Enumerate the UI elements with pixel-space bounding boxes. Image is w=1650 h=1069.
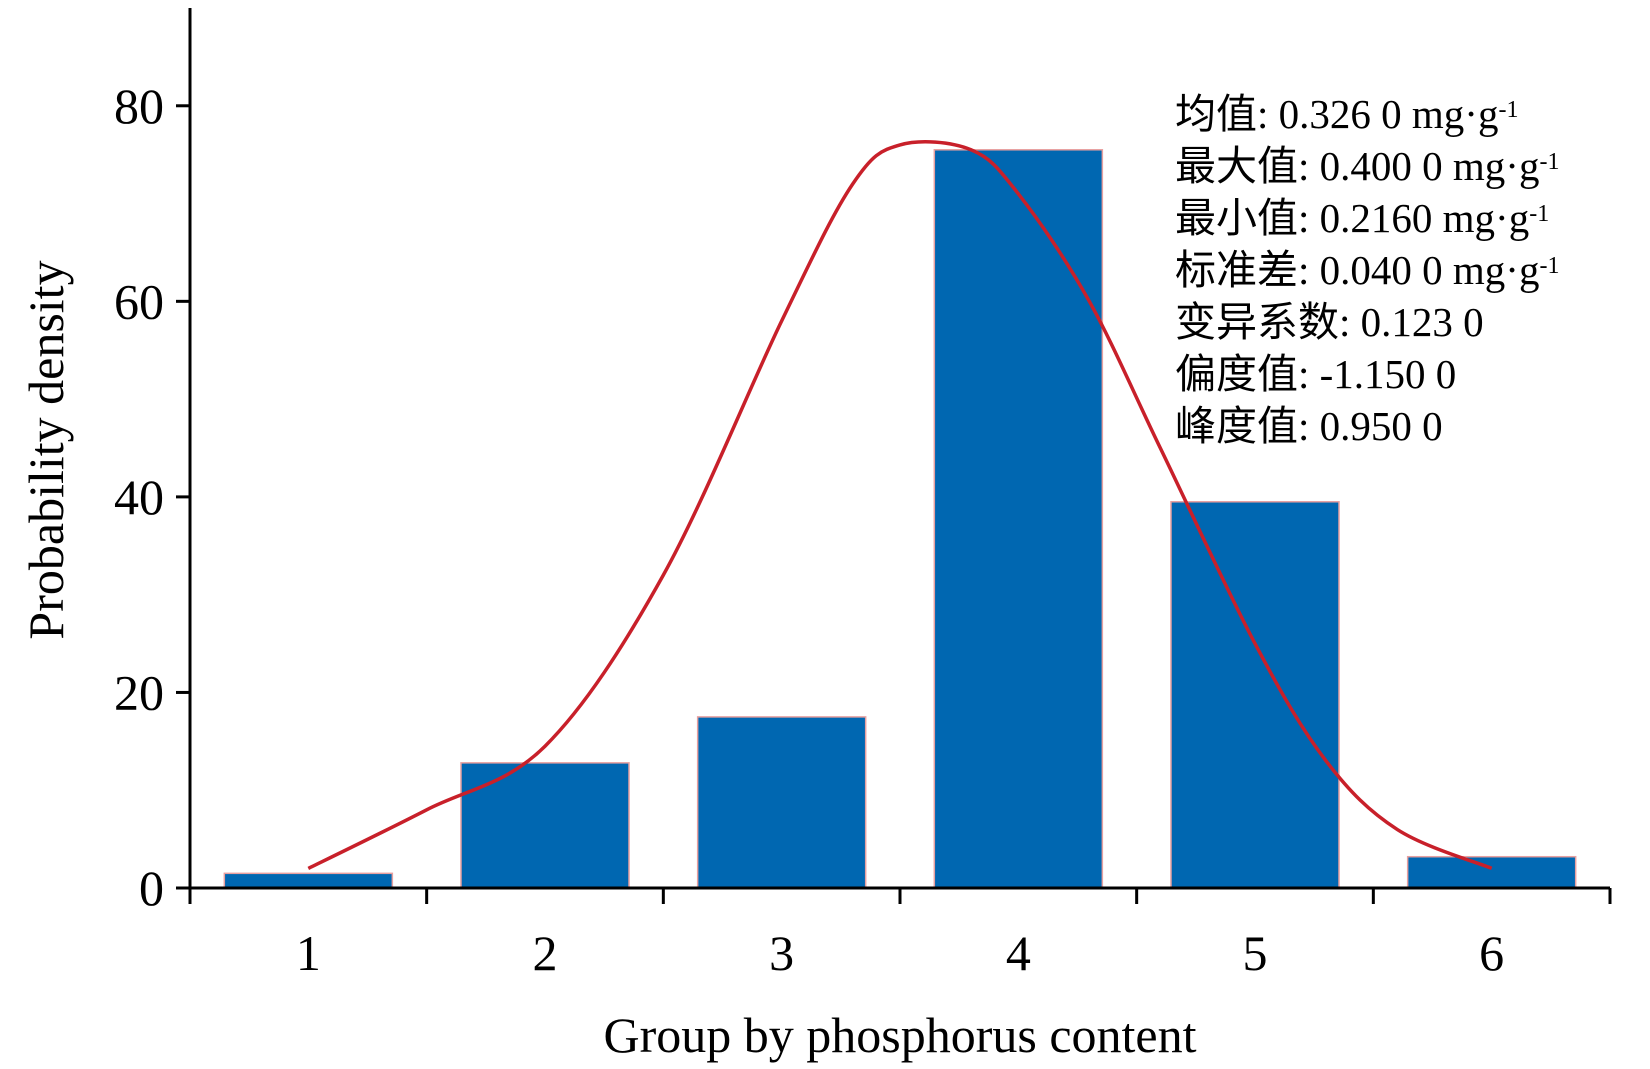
bar-4 bbox=[933, 149, 1104, 889]
stat-line: 峰度值: 0.950 0 bbox=[1175, 403, 1443, 449]
y-tick-label: 20 bbox=[114, 664, 164, 720]
stat-value: 0.400 0 mg·g bbox=[1319, 143, 1540, 189]
stat-line: 变异系数: 0.123 0 bbox=[1175, 299, 1484, 345]
stat-unit-exponent: -1 bbox=[1539, 149, 1560, 175]
stat-label: 最大值 bbox=[1175, 143, 1298, 189]
stat-line: 偏度值: -1.150 0 bbox=[1175, 351, 1457, 397]
stats-annotation: 均值: 0.326 0 mg·g-1 最大值: 0.400 0 mg·g-1 最小值… bbox=[1175, 88, 1559, 452]
stat-label: 标准差 bbox=[1175, 247, 1298, 293]
stat-value: 0.2160 mg·g bbox=[1319, 195, 1530, 241]
x-tick-label: 5 bbox=[1243, 925, 1268, 981]
y-tick-label: 0 bbox=[139, 860, 164, 916]
stat-value: 0.950 0 bbox=[1319, 403, 1443, 449]
stat-label: 峰度值 bbox=[1175, 403, 1298, 449]
bar-3 bbox=[696, 716, 867, 889]
x-tick-label: 3 bbox=[769, 925, 794, 981]
stat-label: 变异系数 bbox=[1175, 299, 1339, 345]
x-ticks: 1 2 3 4 5 6 bbox=[188, 888, 1612, 981]
stat-unit-exponent: -1 bbox=[1498, 97, 1519, 123]
stat-label: 偏度值 bbox=[1175, 351, 1298, 397]
y-tick-label: 40 bbox=[114, 469, 164, 525]
normal-curve bbox=[307, 140, 1493, 871]
stat-unit-exponent: -1 bbox=[1529, 201, 1550, 227]
stat-line: 最小值: 0.2160 mg·g-1 bbox=[1175, 195, 1550, 241]
stat-value: 0.123 0 bbox=[1360, 299, 1484, 345]
bar-1 bbox=[223, 872, 394, 889]
stat-line: 均值: 0.326 0 mg·g-1 bbox=[1175, 91, 1519, 137]
curve-layer bbox=[307, 140, 1493, 871]
stat-unit-exponent: -1 bbox=[1539, 253, 1560, 279]
stat-label: 均值 bbox=[1175, 91, 1257, 137]
bar-6 bbox=[1406, 855, 1577, 889]
bar-5 bbox=[1170, 501, 1340, 889]
stat-value: -1.150 0 bbox=[1319, 351, 1457, 397]
stat-value: 0.040 0 mg·g bbox=[1319, 247, 1540, 293]
y-ticks: 0 20 40 60 80 bbox=[114, 78, 190, 916]
y-axis-title: Probability density bbox=[18, 260, 74, 639]
y-tick-label: 80 bbox=[114, 78, 164, 134]
stat-line: 标准差: 0.040 0 mg·g-1 bbox=[1175, 247, 1560, 293]
x-axis-title: Group by phosphorus content bbox=[604, 1007, 1197, 1063]
x-tick-label: 1 bbox=[296, 925, 321, 981]
bar-2 bbox=[460, 762, 630, 889]
x-tick-label: 6 bbox=[1479, 925, 1504, 981]
stat-label: 最小值 bbox=[1175, 195, 1298, 241]
x-tick-label: 2 bbox=[533, 925, 558, 981]
stat-line: 最大值: 0.400 0 mg·g-1 bbox=[1175, 143, 1560, 189]
stat-value: 0.326 0 mg·g bbox=[1278, 91, 1499, 137]
y-tick-label: 60 bbox=[114, 273, 164, 329]
x-tick-label: 4 bbox=[1006, 925, 1031, 981]
